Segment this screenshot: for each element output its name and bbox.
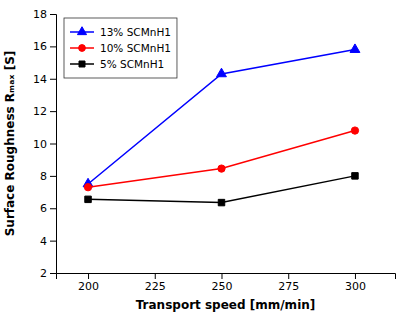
y-tick-label: 10 bbox=[33, 138, 47, 151]
data-point bbox=[218, 199, 224, 205]
y-tick: 4 bbox=[40, 235, 56, 248]
x-tick-mark bbox=[221, 273, 222, 279]
y-axis: 2 4 6 8 10 12 14 16 18 bbox=[33, 8, 57, 280]
x-tick: 225 bbox=[145, 273, 166, 293]
series bbox=[85, 173, 358, 206]
y-axis-line bbox=[50, 15, 57, 274]
x-axis-line bbox=[57, 274, 396, 280]
legend-box bbox=[64, 18, 177, 78]
y-tick: 18 bbox=[33, 8, 56, 21]
y-tick-label: 14 bbox=[33, 73, 47, 86]
x-tick-mark bbox=[288, 273, 289, 279]
y-tick-label: 4 bbox=[40, 235, 47, 248]
legend-item: 13% SCMnH1 bbox=[70, 26, 171, 38]
x-tick-mark bbox=[155, 273, 156, 279]
y-tick-mark bbox=[50, 273, 56, 274]
plot-area: 2002252502753002468101214161813% SCMnH11… bbox=[33, 8, 396, 293]
data-marks bbox=[83, 44, 360, 206]
x-tick: 300 bbox=[345, 273, 366, 293]
x-tick-mark bbox=[355, 273, 356, 279]
x-tick: 200 bbox=[78, 273, 99, 293]
y-tick-label: 6 bbox=[40, 202, 47, 215]
data-point bbox=[351, 127, 358, 134]
y-tick-label: 18 bbox=[33, 8, 47, 21]
y-tick-mark bbox=[50, 111, 56, 112]
y-tick: 14 bbox=[33, 73, 56, 86]
y-tick-label: 12 bbox=[33, 105, 47, 118]
x-tick-label: 275 bbox=[278, 280, 299, 293]
y-tick-mark bbox=[50, 46, 56, 47]
y-tick: 6 bbox=[40, 202, 56, 215]
data-point bbox=[217, 68, 227, 77]
y-tick-mark bbox=[50, 176, 56, 177]
y-tick-label: 8 bbox=[40, 170, 47, 183]
x-tick-label: 250 bbox=[211, 280, 232, 293]
y-tick-mark bbox=[50, 79, 56, 80]
y-tick: 8 bbox=[40, 170, 56, 183]
x-tick: 275 bbox=[278, 273, 299, 293]
data-point bbox=[84, 184, 91, 191]
y-tick: 2 bbox=[40, 267, 56, 280]
y-tick: 10 bbox=[33, 138, 56, 151]
x-axis-title: Transport speed [mm/min] bbox=[136, 298, 316, 312]
legend: 13% SCMnH1 10% SCMnH1 5% SCMnH1 bbox=[64, 18, 177, 78]
legend-marker bbox=[77, 27, 86, 35]
y-tick: 12 bbox=[33, 105, 56, 118]
chart: 2002252502753002468101214161813% SCMnH11… bbox=[0, 0, 413, 317]
series-line bbox=[88, 176, 355, 203]
data-point bbox=[352, 173, 358, 179]
y-tick-label: 16 bbox=[33, 40, 47, 53]
data-point bbox=[218, 165, 225, 172]
y-tick-mark bbox=[50, 208, 56, 209]
x-tick-mark bbox=[88, 273, 89, 279]
y-tick-mark bbox=[50, 14, 56, 15]
y-tick-mark bbox=[50, 241, 56, 242]
x-tick-label: 200 bbox=[78, 280, 99, 293]
legend-marker bbox=[79, 45, 86, 52]
data-point bbox=[350, 44, 360, 53]
x-tick-label: 225 bbox=[145, 280, 166, 293]
legend-label: 13% SCMnH1 bbox=[100, 26, 171, 38]
y-tick: 16 bbox=[33, 40, 56, 53]
x-tick-label: 300 bbox=[345, 280, 366, 293]
x-axis: 200 225 250 275 300 bbox=[57, 273, 396, 293]
series-line bbox=[88, 131, 355, 188]
legend-label: 10% SCMnH1 bbox=[100, 42, 171, 54]
y-axis-title: Surface Roughness Rₘₐₓ [S] bbox=[3, 51, 17, 237]
y-tick-mark bbox=[50, 144, 56, 145]
legend-item: 5% SCMnH1 bbox=[70, 58, 164, 70]
series bbox=[84, 127, 358, 191]
data-point bbox=[85, 196, 91, 202]
y-tick-label: 2 bbox=[40, 267, 47, 280]
legend-marker bbox=[79, 61, 85, 67]
legend-item: 10% SCMnH1 bbox=[70, 42, 171, 54]
x-tick: 250 bbox=[211, 273, 232, 293]
series bbox=[83, 44, 360, 187]
legend-label: 5% SCMnH1 bbox=[100, 58, 164, 70]
